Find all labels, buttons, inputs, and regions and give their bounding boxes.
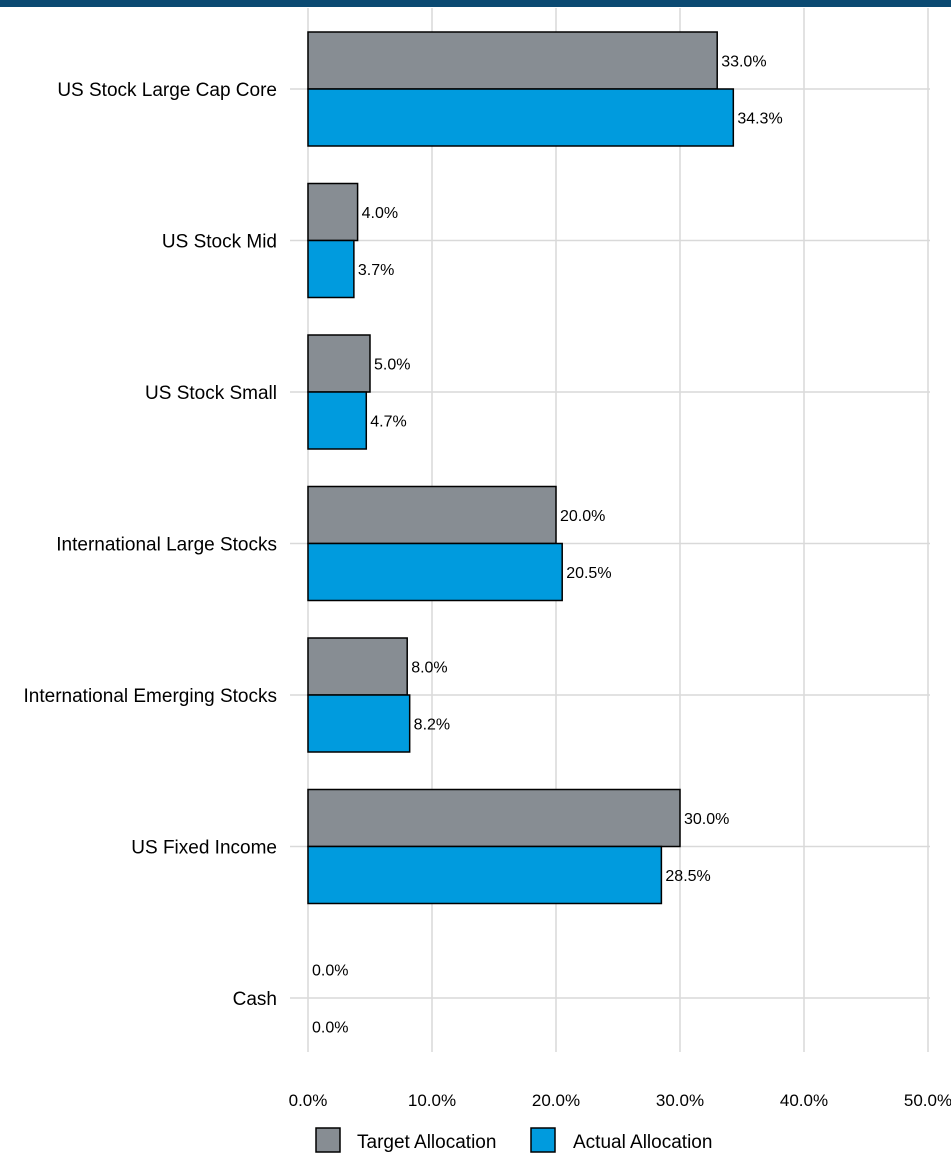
x-tick-label: 10.0%: [408, 1091, 456, 1110]
x-tick-label: 30.0%: [656, 1091, 704, 1110]
bar-actual: [307, 845, 663, 905]
value-label: 20.0%: [560, 508, 605, 525]
legend: Target Allocation Actual Allocation: [315, 1127, 712, 1153]
legend-swatch-actual: [530, 1127, 556, 1153]
legend-label: Actual Allocation: [573, 1132, 712, 1153]
bar-actual: [307, 391, 368, 450]
value-label: 4.0%: [362, 205, 398, 222]
category-label: US Fixed Income: [131, 838, 277, 859]
value-label: 33.0%: [721, 54, 766, 71]
value-label: 8.0%: [411, 660, 447, 677]
x-tick-label: 50.0%: [904, 1091, 951, 1110]
x-tick-label: 20.0%: [532, 1091, 580, 1110]
bar-target: [307, 334, 371, 393]
category-label: Cash: [233, 989, 277, 1010]
header-bar: [0, 0, 951, 7]
bar-target: [307, 31, 718, 90]
bars: 33.0% 4.0% 5.0% 20.0% 8.0% 30.0% 0.0% 34.3% 3.7%…: [307, 31, 783, 1037]
value-label: 28.5%: [665, 868, 710, 885]
bar-actual: [307, 239, 355, 299]
bar-actual: [307, 542, 563, 602]
legend-swatch-target: [315, 1127, 341, 1153]
value-label: 4.7%: [370, 414, 406, 431]
x-tick-label: 40.0%: [780, 1091, 828, 1110]
bar-target: [307, 182, 359, 242]
category-labels: US Stock Large Cap Core US Stock Mid US St…: [24, 80, 277, 1010]
value-label: 5.0%: [374, 357, 410, 374]
value-label: 8.2%: [414, 717, 450, 734]
category-label: US Stock Large Cap Core: [57, 80, 277, 101]
category-label: US Stock Mid: [162, 232, 277, 253]
category-label: US Stock Small: [145, 383, 277, 404]
x-axis-ticks: 0.0% 10.0% 20.0% 30.0% 40.0% 50.0%: [289, 1091, 951, 1110]
value-label: 0.0%: [312, 963, 348, 980]
category-label: International Emerging Stocks: [24, 686, 277, 707]
value-label: 30.0%: [684, 811, 729, 828]
value-label: 3.7%: [358, 262, 394, 279]
value-label: 20.5%: [566, 565, 611, 582]
bar-actual: [307, 88, 735, 147]
bar-target: [307, 485, 557, 545]
legend-label: Target Allocation: [357, 1132, 496, 1153]
bar-target: [307, 637, 408, 696]
bar-target: [307, 788, 681, 848]
category-label: International Large Stocks: [56, 535, 277, 556]
value-label: 34.3%: [737, 111, 782, 128]
value-label: 0.0%: [312, 1020, 348, 1037]
bar-actual: [307, 694, 411, 753]
x-tick-label: 0.0%: [289, 1091, 328, 1110]
